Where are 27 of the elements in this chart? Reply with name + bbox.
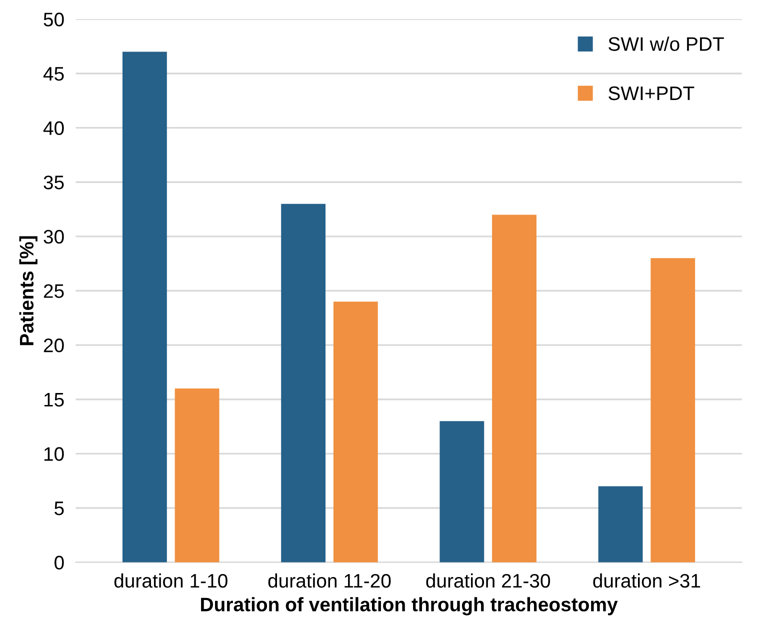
bar bbox=[492, 214, 536, 562]
bar bbox=[333, 302, 378, 562]
x-tick-label: duration 1-10 bbox=[114, 573, 228, 588]
y-tick-label: 40 bbox=[43, 121, 64, 136]
bar bbox=[440, 421, 484, 562]
x-tick-label: duration 21-30 bbox=[426, 573, 550, 588]
legend-label: SWI w/o PDT bbox=[608, 36, 724, 51]
bar bbox=[122, 52, 167, 562]
x-tick-label: duration 11-20 bbox=[268, 573, 391, 588]
y-tick-label: 0 bbox=[54, 556, 64, 570]
y-tick-label: 5 bbox=[54, 502, 64, 516]
y-tick-label: 30 bbox=[44, 230, 64, 244]
bar bbox=[650, 258, 696, 562]
y-tick-label: 10 bbox=[44, 447, 64, 461]
y-tick-label: 50 bbox=[44, 12, 64, 26]
y-tick-label: 15 bbox=[44, 393, 64, 407]
bar bbox=[281, 204, 326, 562]
y-tick-label: 35 bbox=[44, 176, 64, 190]
x-axis-title: Duration of ventilation through tracheostomy bbox=[201, 597, 618, 616]
y-tick-label: 20 bbox=[44, 338, 64, 352]
bar bbox=[174, 388, 220, 562]
y-tick-label: 25 bbox=[44, 284, 64, 298]
bar bbox=[598, 486, 643, 562]
y-tick-label: 45 bbox=[43, 67, 64, 81]
x-tick-label: duration >31 bbox=[593, 573, 700, 588]
y-axis-title: Patients [%] bbox=[19, 236, 38, 346]
legend-label: SWI+PDT bbox=[608, 86, 694, 100]
